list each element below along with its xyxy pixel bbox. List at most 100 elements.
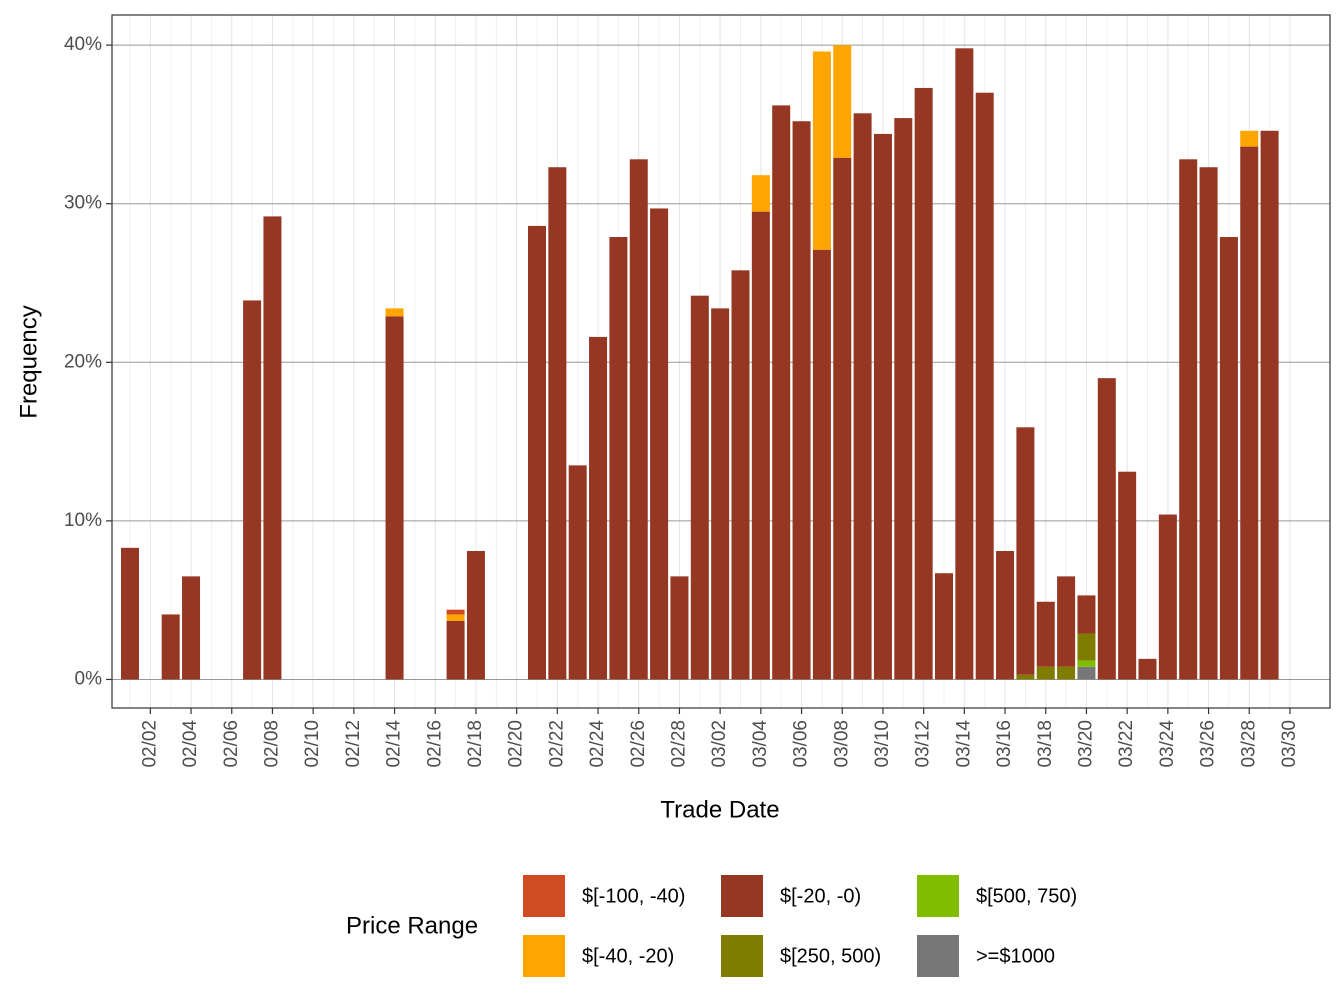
bar-segment [161, 614, 180, 680]
bar-segment [833, 45, 852, 158]
bar-segment [1097, 378, 1116, 680]
bar-segment [121, 547, 139, 680]
y-tick-label: 20% [64, 351, 102, 372]
x-tick-label: 03/20 [1075, 720, 1096, 768]
x-tick-label: 02/12 [343, 720, 364, 768]
x-tick-label: 03/30 [1279, 720, 1300, 768]
legend-label: $[-20, -0) [780, 885, 861, 907]
bar-segment [385, 316, 404, 680]
legend-label: $[-40, -20) [582, 945, 674, 967]
bar-segment [751, 175, 770, 212]
bar-segment [731, 270, 750, 680]
bar-segment [1199, 167, 1218, 680]
bar-segment [1016, 427, 1035, 675]
x-tick-label: 03/06 [791, 720, 812, 768]
x-tick-label: 03/26 [1198, 720, 1219, 768]
x-tick-label: 03/04 [750, 720, 771, 768]
bar-segment [1158, 514, 1177, 680]
bar-segment [446, 609, 465, 615]
bar-segment [528, 225, 546, 680]
bar-segment [1138, 658, 1157, 680]
bar-segment [833, 157, 852, 680]
x-tick-label: 03/22 [1116, 720, 1137, 768]
x-tick-label: 02/24 [587, 720, 608, 768]
bar-segment [629, 159, 648, 680]
bar-segment [568, 465, 587, 680]
bar-segment [751, 211, 770, 680]
bar-segment [1057, 576, 1076, 667]
legend-swatch [721, 935, 763, 977]
bar-segment [1240, 146, 1259, 680]
bar-segment [935, 573, 953, 680]
bar-segment [955, 48, 974, 680]
y-axis-title: Frequency [15, 305, 42, 418]
bar-segment [711, 308, 730, 680]
legend-label: $[500, 750) [976, 885, 1077, 907]
legend-swatch [917, 935, 959, 977]
legend-swatch [721, 875, 763, 917]
x-tick-label: 03/18 [1035, 720, 1056, 768]
plot-frame [111, 14, 1331, 709]
bar-segment [650, 208, 669, 680]
bar-segment [446, 620, 465, 680]
x-tick-label: 02/02 [139, 720, 160, 768]
x-tick-label: 02/26 [628, 720, 649, 768]
x-tick-label: 03/02 [709, 720, 730, 768]
bar-segment [243, 300, 262, 680]
x-tick-label: 02/10 [302, 720, 323, 768]
legend-label: $[-100, -40) [582, 885, 685, 907]
bar-segment [914, 87, 933, 680]
bar-segment [1260, 130, 1279, 680]
legend-swatch [523, 875, 565, 917]
bar-segment [1057, 666, 1076, 680]
legend-title: Price Range [346, 912, 478, 939]
bar-segment [1219, 237, 1238, 680]
bar-segment [1077, 595, 1096, 634]
bar-segment [975, 92, 994, 680]
bar-segment [182, 576, 201, 680]
bar-segment [1036, 666, 1055, 680]
legend-label: $[250, 500) [780, 945, 881, 967]
legend-label: >=$1000 [976, 945, 1055, 967]
x-tick-label: 02/04 [180, 720, 201, 768]
bar-segment [792, 121, 811, 680]
legend-swatch [917, 875, 959, 917]
x-tick-label: 02/06 [221, 720, 242, 768]
y-tick-label: 40% [64, 34, 102, 55]
bar-segment [1036, 601, 1055, 667]
bar-segment [609, 237, 628, 680]
bar-segment [1240, 130, 1259, 147]
x-tick-label: 02/16 [424, 720, 445, 768]
bar-segment [772, 105, 791, 680]
bar-segment [873, 133, 892, 680]
x-tick-label: 02/14 [384, 720, 405, 768]
x-axis-title: Trade Date [660, 796, 779, 823]
bar-segment [1179, 159, 1198, 680]
bar-segment [466, 551, 485, 680]
x-tick-label: 03/12 [913, 720, 934, 768]
bar-segment [589, 336, 608, 680]
x-tick-label: 02/28 [668, 720, 689, 768]
x-tick-label: 03/16 [994, 720, 1015, 768]
y-tick-label: 10% [64, 510, 102, 531]
bar-segment [996, 551, 1015, 680]
bar-segment [812, 249, 831, 680]
bar-segment [548, 167, 567, 680]
x-tick-label: 03/14 [953, 720, 974, 768]
x-tick-label: 02/08 [261, 720, 282, 768]
y-tick-label: 30% [64, 193, 102, 214]
bar-segment [1077, 666, 1096, 680]
x-tick-label: 03/08 [831, 720, 852, 768]
bar-segment [1118, 471, 1137, 680]
x-tick-label: 03/24 [1157, 720, 1178, 768]
legend-swatch [523, 935, 565, 977]
bar-segment [812, 51, 831, 250]
bar-segment [1016, 674, 1035, 680]
bar-segment [670, 576, 689, 680]
x-tick-label: 02/22 [546, 720, 567, 768]
y-tick-label: 0% [75, 668, 103, 689]
bar-segment [446, 614, 465, 621]
x-tick-label: 03/10 [872, 720, 893, 768]
